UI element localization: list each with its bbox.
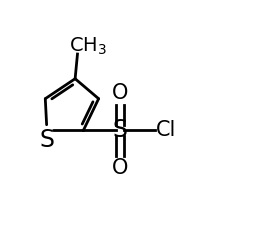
Text: Cl: Cl bbox=[156, 120, 176, 141]
Text: CH$_3$: CH$_3$ bbox=[69, 36, 107, 57]
Text: O: O bbox=[112, 83, 128, 103]
Text: S: S bbox=[39, 128, 55, 152]
Text: O: O bbox=[112, 157, 128, 178]
Text: S: S bbox=[112, 118, 127, 142]
